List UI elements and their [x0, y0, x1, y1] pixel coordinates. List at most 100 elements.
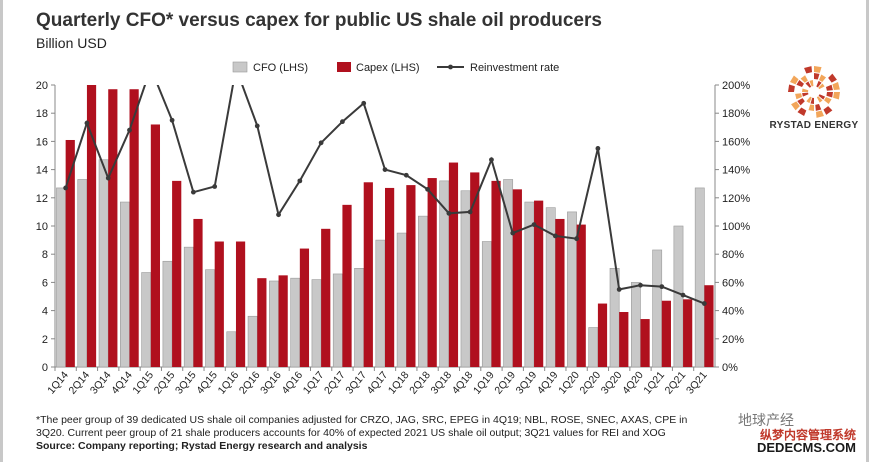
capex-bar	[321, 228, 331, 367]
left-tick-label: 18	[36, 108, 48, 120]
x-tick-label: 3Q19	[514, 369, 540, 397]
legend-swatch-cfo	[232, 61, 248, 73]
legend-label-reinvestment: Reinvestment rate	[470, 62, 559, 74]
left-tick-label: 14	[36, 165, 48, 177]
x-tick-label: 4Q20	[620, 369, 646, 397]
reinvestment-point	[105, 175, 111, 181]
x-tick-label: 4Q14	[109, 369, 135, 397]
logo-segment	[816, 96, 823, 103]
watermark-logo-text: 地球产经	[738, 412, 794, 428]
source-note: Source: Company reporting; Rystad Energy…	[36, 440, 368, 452]
capex-bar	[363, 182, 373, 367]
left-tick-label: 16	[36, 136, 48, 148]
right-tick-label: 120%	[722, 193, 750, 205]
reinvestment-point	[190, 189, 196, 195]
x-tick-label: 3Q15	[173, 369, 199, 397]
logo-segment	[826, 92, 833, 98]
reinvestment-point	[63, 185, 69, 191]
capex-bar	[427, 178, 437, 367]
x-tick-label: 4Q16	[279, 369, 305, 397]
logo-segment	[815, 110, 824, 118]
capex-bar	[108, 89, 118, 367]
reinvestment-point	[254, 123, 260, 129]
logo-segment	[791, 101, 800, 111]
cfo-bar	[396, 232, 407, 368]
x-tick-label: 3Q17	[343, 369, 369, 397]
x-tick-label: 2Q18	[407, 369, 433, 397]
x-tick-label: 1Q18	[386, 369, 412, 397]
x-tick-label: 2Q14	[67, 369, 93, 397]
cfo-bar	[205, 269, 215, 368]
left-tick-label: 4	[42, 306, 48, 318]
watermark-url: DEDECMS.COM	[757, 440, 856, 455]
logo-segment	[805, 81, 812, 88]
x-tick-label: 4Q19	[535, 369, 561, 397]
logo-segment	[788, 84, 795, 92]
reinvestment-point	[701, 301, 707, 306]
x-tick-label: 3Q21	[684, 369, 710, 397]
reinvestment-point	[446, 210, 452, 216]
x-tick-label: 2Q17	[322, 369, 348, 397]
x-tick-label: 1Q14	[45, 369, 71, 397]
reinvestment-point	[318, 140, 324, 146]
reinvestment-point	[616, 287, 622, 292]
right-tick-label: 140%	[722, 165, 750, 177]
reinvestment-point	[297, 178, 303, 184]
reinvestment-point	[489, 157, 494, 163]
reinvestment-point	[510, 230, 516, 236]
logo-segment	[832, 82, 840, 91]
x-tick-label: 1Q17	[301, 369, 327, 397]
cfo-bar	[588, 327, 599, 368]
x-tick-label: 1Q19	[471, 369, 497, 397]
logo-segment	[810, 97, 814, 104]
left-tick-label: 12	[36, 193, 48, 205]
left-tick-label: 2	[42, 334, 48, 346]
left-tick-label: 8	[42, 249, 48, 261]
reinvestment-point	[574, 236, 580, 242]
right-tick-label: 180%	[722, 108, 750, 120]
right-tick-label: 80%	[722, 249, 744, 261]
watermark-text: 纵梦内容管理系统	[760, 428, 857, 442]
cfo-bar	[162, 260, 173, 368]
reinvestment-point	[552, 233, 558, 239]
reinvestment-point	[276, 212, 281, 218]
right-tick-label: 200%	[722, 80, 750, 92]
logo-segment	[802, 88, 809, 92]
cfo-bar	[141, 272, 152, 368]
left-tick-label: 10	[36, 221, 48, 233]
rystad-logo-icon	[788, 66, 840, 118]
footnote: *The peer group of 39 dedicated US shale…	[36, 414, 836, 453]
logo-segment	[814, 73, 820, 80]
reinvestment-point	[127, 127, 132, 133]
x-tick-label: 1Q15	[130, 369, 156, 397]
capex-bar	[385, 187, 395, 367]
legend-label-capex: Capex (LHS)	[356, 62, 420, 74]
capex-bar	[640, 319, 650, 367]
x-tick-label: 3Q18	[428, 369, 454, 397]
cfo-bar	[269, 280, 279, 368]
reinvestment-point	[84, 120, 90, 126]
cfo-bar	[290, 277, 301, 368]
capex-bar	[661, 300, 671, 367]
x-tick-label: 2Q21	[663, 369, 689, 397]
left-tick-label: 20	[36, 80, 48, 92]
cfo-bar	[247, 315, 258, 368]
logo-segment	[800, 75, 808, 83]
cfo-bar	[481, 241, 492, 368]
capex-bar	[150, 124, 161, 367]
reinvestment-point	[467, 209, 473, 215]
x-tick-label: 3Q14	[88, 369, 114, 397]
logo-segment	[806, 96, 812, 104]
cfo-bar	[183, 246, 194, 368]
reinvestment-point	[595, 146, 601, 151]
cfo-bar	[567, 211, 577, 368]
right-tick-label: 160%	[722, 136, 750, 148]
logo-segment	[795, 93, 802, 100]
x-tick-label: 1Q21	[641, 369, 667, 397]
cfo-bar	[694, 187, 705, 368]
cfo-bar	[460, 190, 471, 368]
logo-segment	[809, 80, 814, 87]
logo-segment	[818, 94, 826, 100]
